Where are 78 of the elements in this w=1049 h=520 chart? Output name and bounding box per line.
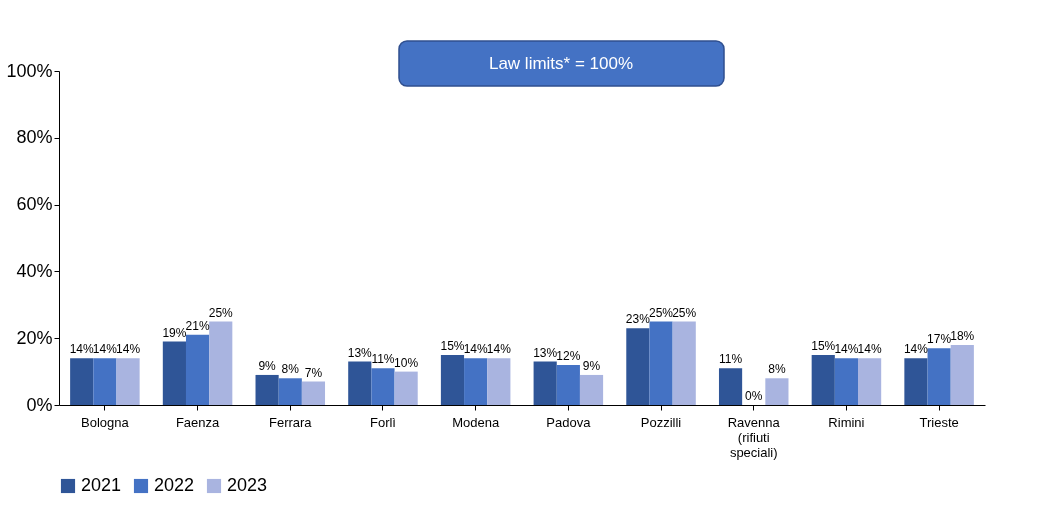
data-label: 14% (486, 342, 512, 357)
bar (93, 358, 117, 405)
bar (487, 358, 511, 405)
data-label: 14% (116, 342, 141, 357)
legend-label: 2022 (154, 475, 195, 495)
data-label: 17% (927, 332, 952, 347)
bar (255, 374, 279, 405)
x-tick-label: Padova (546, 414, 592, 430)
bar (209, 321, 233, 405)
data-label: 14% (903, 342, 929, 357)
data-label: 12% (556, 348, 581, 363)
bar (394, 371, 418, 405)
data-label: 19% (162, 325, 187, 340)
data-label: 9% (258, 358, 277, 373)
bar (950, 344, 974, 405)
bar (834, 358, 859, 405)
data-label: 15% (811, 338, 836, 353)
bar (162, 341, 186, 405)
data-label: 14% (463, 342, 488, 357)
y-tick-label: 20% (16, 327, 53, 348)
bar (811, 354, 835, 405)
data-label: 9% (582, 358, 601, 373)
y-tick-label: 60% (16, 194, 53, 215)
data-label: 13% (533, 345, 558, 360)
data-label: 25% (649, 305, 674, 320)
data-label: 8% (281, 362, 300, 377)
bar (70, 358, 94, 405)
bar (649, 321, 673, 405)
bar (626, 328, 650, 405)
data-label: 14% (834, 342, 859, 357)
legend-label: 2021 (81, 475, 122, 495)
x-tick-label: Rimini (828, 414, 865, 430)
bar (440, 354, 465, 405)
data-label: 23% (625, 312, 651, 327)
data-label: 7% (304, 365, 323, 380)
bar (116, 358, 140, 405)
data-label: 10% (394, 355, 419, 370)
bar (533, 361, 557, 405)
data-label: 14% (92, 342, 118, 357)
data-label: 18% (950, 328, 975, 343)
y-tick-label: 100% (6, 60, 53, 81)
bar (185, 334, 210, 405)
x-tick-label: Trieste (919, 414, 959, 430)
bar (765, 378, 789, 405)
x-tick-label: Faenza (175, 414, 221, 430)
data-label: 25% (672, 305, 697, 320)
data-label: 8% (768, 362, 786, 377)
bar (927, 348, 951, 405)
data-label: 0% (745, 389, 763, 403)
x-tick-label: Ravenna (rifiuti speciali) (727, 414, 781, 460)
data-label: 21% (185, 318, 210, 333)
y-tick-label: 0% (26, 394, 53, 415)
bar (904, 358, 928, 405)
y-tick-label: 40% (16, 260, 53, 281)
data-label: 11% (718, 352, 743, 367)
annotation: Law limits* = 100% (488, 54, 634, 73)
x-tick-label: Pozzilli (640, 414, 682, 430)
bar (371, 368, 395, 405)
x-tick-label: Forlì (369, 414, 396, 430)
bar (858, 358, 882, 405)
x-tick-label: Modena (452, 414, 500, 430)
legend-label: 2023 (227, 475, 268, 495)
data-label: 15% (440, 338, 465, 353)
bar (718, 368, 743, 405)
data-label: 25% (208, 305, 234, 320)
bar (301, 381, 326, 405)
bar (579, 374, 604, 405)
bar (556, 364, 580, 405)
x-tick-label: Ferrara (268, 414, 313, 430)
bar (348, 361, 372, 405)
bar (278, 378, 302, 405)
bar (672, 321, 696, 405)
data-label: 14% (857, 342, 882, 357)
y-tick-label: 80% (16, 127, 53, 148)
data-label: 11% (371, 352, 395, 367)
data-label: 14% (69, 342, 95, 357)
x-tick-label: Bologna (81, 414, 130, 430)
bar (464, 358, 488, 405)
